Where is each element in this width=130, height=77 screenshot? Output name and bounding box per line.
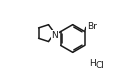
Text: H: H	[89, 59, 96, 68]
Text: Cl: Cl	[95, 61, 104, 70]
Text: N: N	[51, 31, 58, 40]
Text: Br: Br	[87, 22, 96, 31]
